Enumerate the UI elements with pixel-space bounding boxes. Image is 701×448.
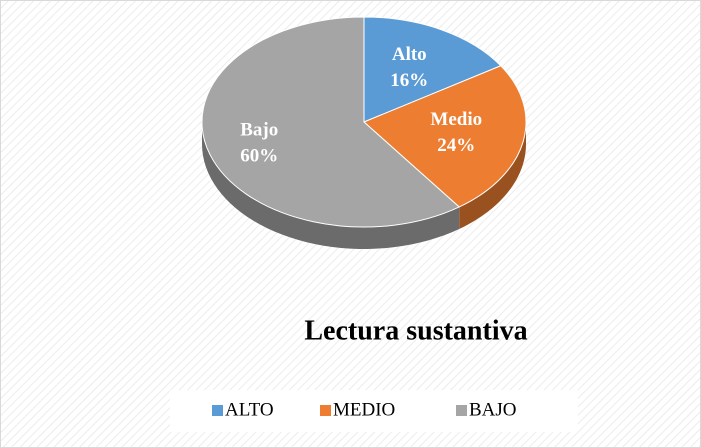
legend-label: BAJO — [469, 399, 517, 420]
legend-swatch — [456, 405, 467, 416]
pie-side — [459, 122, 526, 229]
pie-slice — [363, 16, 502, 123]
data-label-name: Alto — [392, 44, 427, 65]
legend-swatch — [320, 405, 331, 416]
pie-slice — [201, 16, 461, 228]
data-label-value: 16% — [390, 70, 428, 91]
data-label-value: 60% — [240, 145, 278, 166]
legend-swatch — [212, 405, 223, 416]
legend-label: MEDIO — [333, 399, 395, 420]
legend: ALTO MEDIO BAJO — [212, 399, 517, 420]
legend-label: ALTO — [225, 399, 274, 420]
pie-slice — [363, 65, 527, 208]
data-label-value: 24% — [437, 135, 475, 156]
chart-title: Lectura sustantiva — [304, 315, 527, 346]
data-label-name: Medio — [430, 109, 482, 130]
pie-side — [202, 122, 460, 249]
pie: Alto 16%Medio 24% Bajo 60% — [201, 16, 527, 249]
legend-box — [170, 390, 578, 432]
data-label-name: Bajo — [240, 119, 278, 140]
